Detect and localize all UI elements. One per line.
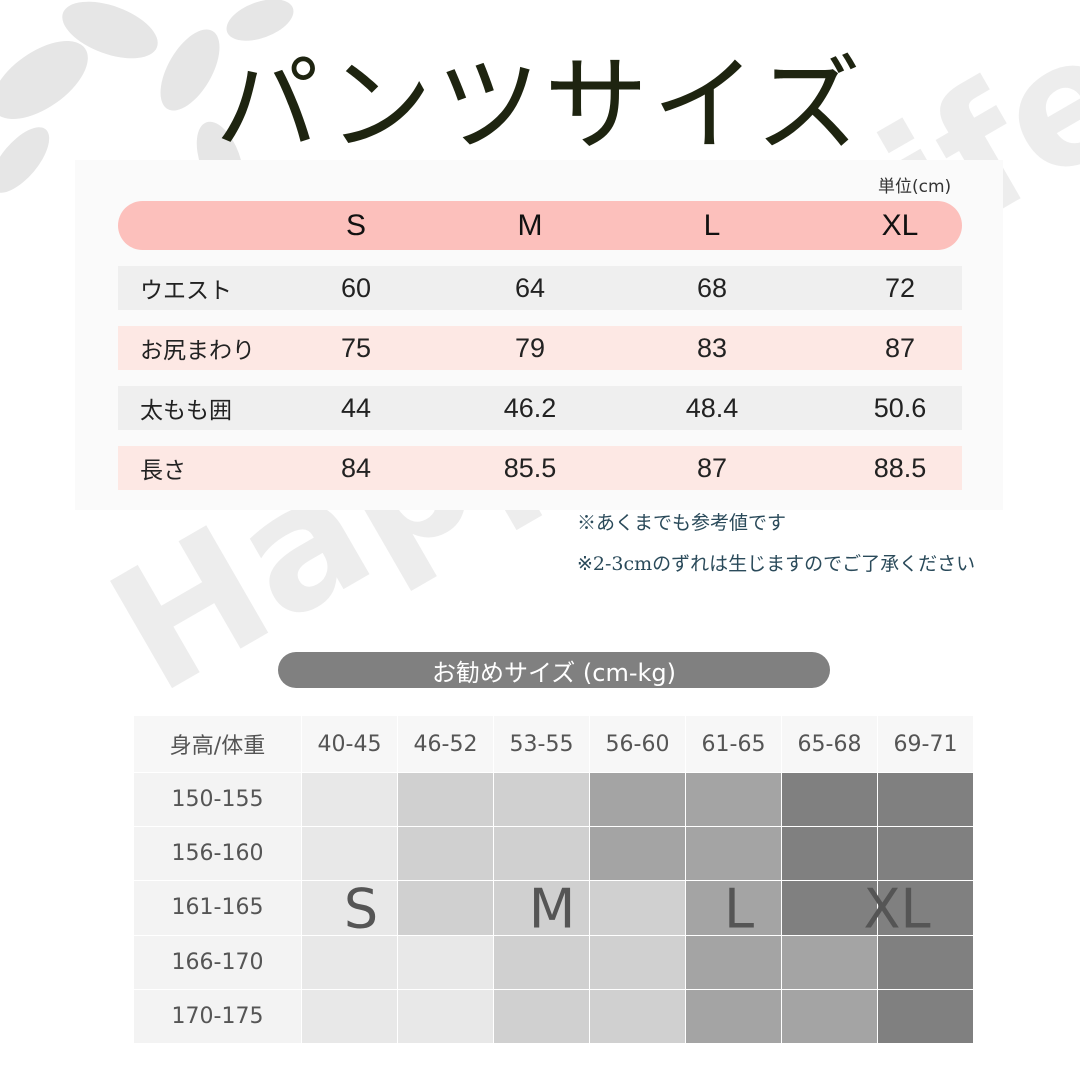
- measurement-row: お尻まわり 75 79 83 87: [118, 326, 962, 370]
- grid-cell-xl: [878, 773, 974, 828]
- value-cell: 48.4: [685, 392, 739, 423]
- grid-cell-m: [398, 881, 494, 936]
- value-cell: 84: [340, 452, 372, 483]
- grid-cell-m: [398, 827, 494, 882]
- size-label-s: S: [343, 877, 379, 940]
- value-cell: 50.6: [873, 392, 927, 423]
- grid-cell-m: [590, 881, 686, 936]
- weight-header: 65-68: [782, 716, 878, 773]
- size-label-m: M: [528, 877, 576, 940]
- row-label: 太もも囲: [140, 398, 232, 424]
- grid-cell-s: [302, 935, 398, 990]
- grid-cell-l: [782, 935, 878, 990]
- size-label-l: L: [723, 877, 755, 940]
- weight-header: 40-45: [302, 716, 398, 773]
- note-reference: ※あくまでも参考値です: [577, 512, 787, 534]
- row-label: 長さ: [140, 458, 186, 484]
- value-cell: 64: [514, 272, 546, 303]
- row-label: ウエスト: [140, 278, 232, 304]
- unit-label: 単位(cm): [878, 177, 952, 197]
- grid-cell-m: [398, 773, 494, 828]
- recommend-grid: 身高/体重 40-45 46-52 53-55 56-60 61-65 65-68 69-71…: [134, 716, 974, 1044]
- grid-cell-m: [590, 935, 686, 990]
- measurement-row: 長さ 84 85.5 87 88.5: [118, 446, 962, 490]
- weight-header: 46-52: [398, 716, 494, 773]
- height-label: 150-155: [134, 773, 302, 828]
- grid-cell-l: [686, 935, 782, 990]
- grid-cell-m: [494, 827, 590, 882]
- note-tolerance: ※2-3cmのずれは生じますのでご了承ください: [577, 553, 976, 575]
- grid-cell-xl: [878, 989, 974, 1044]
- size-header-m: M: [517, 208, 543, 242]
- grid-cell-l: [590, 773, 686, 828]
- value-cell: 87: [696, 452, 728, 483]
- grid-cell-s: [302, 827, 398, 882]
- size-header-l: L: [703, 208, 721, 242]
- grid-cell-s: [302, 773, 398, 828]
- height-label: 161-165: [134, 881, 302, 936]
- size-header-s: S: [345, 208, 366, 242]
- grid-cell-xl: [878, 827, 974, 882]
- weight-header: 69-71: [878, 716, 974, 773]
- value-cell: 60: [340, 272, 372, 303]
- height-label: 166-170: [134, 935, 302, 990]
- grid-cell-m: [494, 881, 590, 936]
- grid-cell-l: [590, 827, 686, 882]
- grid-cell-l: [686, 881, 782, 936]
- measurement-row: ウエスト 60 64 68 72: [118, 266, 962, 310]
- grid-cell-m: [590, 989, 686, 1044]
- grid-cell-m: [494, 935, 590, 990]
- grid-cell-xl: [782, 773, 878, 828]
- size-header: S M L XL: [118, 201, 962, 250]
- grid-cell-s: [398, 989, 494, 1044]
- value-cell: 88.5: [873, 452, 927, 483]
- value-cell: 44: [340, 392, 372, 423]
- grid-cell-l: [782, 989, 878, 1044]
- size-label-xl: XL: [863, 877, 931, 940]
- page-title: パンツサイズ: [214, 44, 866, 166]
- grid-cell-m: [494, 989, 590, 1044]
- height-label: 156-160: [134, 827, 302, 882]
- grid-cell-xl: [782, 827, 878, 882]
- grid-cell-xl: [782, 881, 878, 936]
- size-header-xl: XL: [881, 208, 919, 242]
- grid-cell-l: [686, 827, 782, 882]
- value-cell: 75: [340, 332, 372, 363]
- value-cell: 87: [884, 332, 916, 363]
- grid-cell-s: [302, 989, 398, 1044]
- grid-cell-xl: [878, 881, 974, 936]
- grid-cell-s: [398, 935, 494, 990]
- grid-cell-xl: [878, 935, 974, 990]
- grid-cell-s: [302, 881, 398, 936]
- measurement-row: 太もも囲 44 46.2 48.4 50.6: [118, 386, 962, 430]
- weight-header: 56-60: [590, 716, 686, 773]
- value-cell: 46.2: [503, 392, 557, 423]
- value-cell: 68: [696, 272, 728, 303]
- value-cell: 83: [696, 332, 728, 363]
- grid-cell-l: [686, 773, 782, 828]
- grid-cell-m: [494, 773, 590, 828]
- weight-header: 53-55: [494, 716, 590, 773]
- value-cell: 85.5: [503, 452, 557, 483]
- row-label: お尻まわり: [140, 338, 255, 364]
- recommend-title: お勧めサイズ (cm-kg): [278, 652, 830, 688]
- grid-cell-l: [686, 989, 782, 1044]
- value-cell: 79: [514, 332, 546, 363]
- height-label: 170-175: [134, 989, 302, 1044]
- corner-label: 身高/体重: [134, 716, 302, 773]
- value-cell: 72: [884, 272, 916, 303]
- weight-header: 61-65: [686, 716, 782, 773]
